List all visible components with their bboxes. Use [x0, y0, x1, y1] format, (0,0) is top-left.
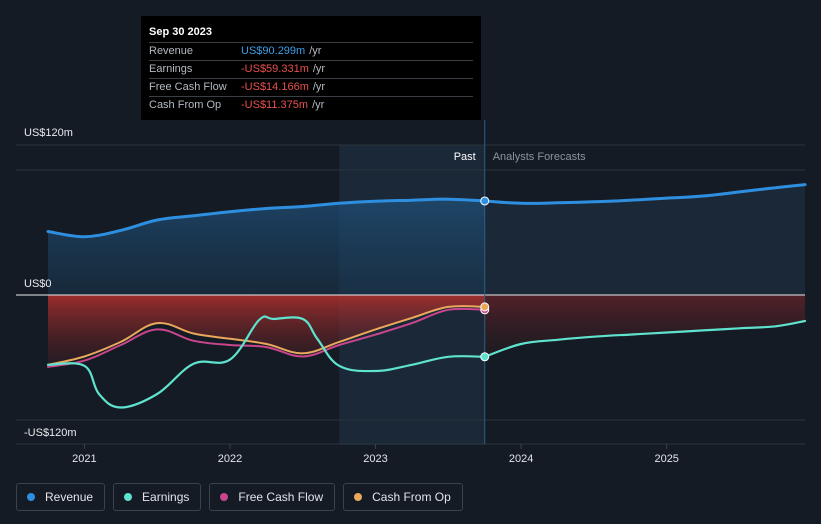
- tooltip-value: -US$59.331m: [241, 63, 309, 75]
- line-revenue-forecast: [483, 183, 807, 205]
- line-revenue: [46, 197, 487, 239]
- line-earnings-forecast: [483, 319, 807, 358]
- legend-dot-icon: [220, 493, 229, 501]
- x-tick-label: 2024: [509, 453, 533, 465]
- tooltip-value: -US$11.375m: [241, 99, 309, 111]
- dot-revenue: [480, 196, 490, 206]
- tooltip-unit: /yr: [312, 81, 326, 93]
- legend-label: Cash From Op: [372, 490, 451, 504]
- y-tick-label: -US$120m: [24, 427, 77, 439]
- line-earnings: [46, 315, 486, 409]
- legend-item-free-cash-flow[interactable]: Free Cash Flow: [209, 483, 336, 511]
- x-tick-label: 2023: [363, 453, 387, 465]
- y-tick-label: US$120m: [24, 127, 73, 139]
- legend: Revenue Earnings Free Cash Flow Cash From O…: [16, 483, 463, 511]
- tooltip-unit: /yr: [312, 99, 325, 111]
- tooltip-value: -US$14.166m: [241, 81, 309, 93]
- tooltip-date: Sep 30 2023: [149, 22, 473, 43]
- legend-label: Revenue: [45, 490, 94, 504]
- dot-earnings: [480, 352, 490, 362]
- tooltip-unit: /yr: [312, 63, 326, 75]
- tooltip-unit: /yr: [309, 45, 322, 57]
- revenue-forecast-area: [484, 184, 805, 295]
- tooltip-label: Cash From Op: [149, 99, 222, 111]
- revenue-area: [48, 199, 485, 295]
- legend-label: Free Cash Flow: [238, 490, 324, 504]
- x-tick-label: 2021: [72, 453, 96, 465]
- tooltip-row-free-cash-flow: Free Cash Flow -US$14.166m/yr: [149, 79, 473, 97]
- dot-cash-from-op: [480, 302, 490, 312]
- tooltip-row-earnings: Earnings -US$59.331m/yr: [149, 61, 473, 79]
- past-label: Past: [454, 151, 476, 163]
- tooltip-label: Revenue: [149, 45, 194, 57]
- legend-item-cash-from-op[interactable]: Cash From Op: [343, 483, 463, 511]
- legend-dot-icon: [27, 493, 35, 501]
- tooltip-value: US$90.299m: [241, 45, 306, 57]
- line-free-cash-flow: [47, 307, 486, 368]
- legend-item-revenue[interactable]: Revenue: [16, 483, 106, 511]
- earnings-forecast-area: [484, 295, 805, 357]
- legend-dot-icon: [124, 493, 133, 501]
- tooltip: Sep 30 2023 Revenue US$90.299m/yr Earnings…: [141, 16, 481, 120]
- tooltip-label: Earnings: [149, 63, 193, 75]
- cashflow-area: [48, 295, 485, 365]
- tooltip-label: Free Cash Flow: [149, 81, 227, 93]
- x-tick-label: 2022: [218, 453, 242, 465]
- tooltip-row-cash-from-op: Cash From Op -US$11.375m/yr: [149, 97, 473, 114]
- line-cash-from-op: [47, 305, 486, 366]
- tooltip-row-revenue: Revenue US$90.299m/yr: [149, 43, 473, 61]
- y-tick-label: US$0: [24, 278, 52, 290]
- legend-item-earnings[interactable]: Earnings: [113, 483, 202, 511]
- forecast-label: Analysts Forecasts: [493, 151, 586, 163]
- legend-dot-icon: [354, 493, 363, 501]
- x-tick-label: 2025: [654, 453, 678, 465]
- legend-label: Earnings: [142, 490, 190, 504]
